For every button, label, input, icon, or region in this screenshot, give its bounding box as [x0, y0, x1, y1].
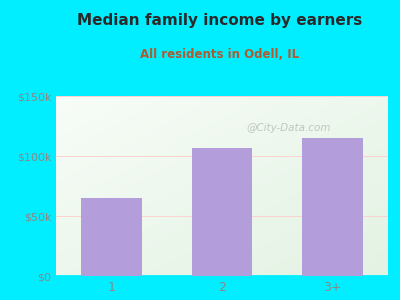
Bar	[302, 138, 363, 276]
Bar	[81, 198, 142, 276]
Bar	[192, 148, 252, 276]
Text: All residents in Odell, IL: All residents in Odell, IL	[140, 47, 300, 61]
Text: Median family income by earners: Median family income by earners	[77, 14, 363, 28]
Text: @City-Data.com: @City-Data.com	[246, 123, 331, 134]
